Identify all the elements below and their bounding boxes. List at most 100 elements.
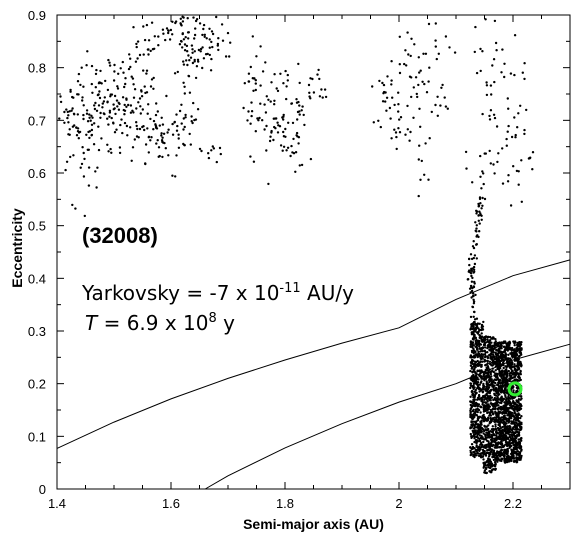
scatter-point [428,137,431,140]
scatter-point [497,368,501,371]
scatter-point [514,371,517,374]
scatter-point [129,126,132,129]
scatter-point [515,404,518,407]
scatter-point [520,426,523,430]
scatter-point [488,458,491,461]
scatter-point [97,93,100,96]
scatter-point [515,390,518,394]
scatter-point [478,383,481,386]
scatter-point [475,338,478,342]
scatter-point [472,265,476,269]
scatter-point [489,84,493,87]
scatter-point [418,71,421,74]
scatter-point [243,82,246,85]
scatter-point [498,421,501,424]
scatter-point [503,414,506,417]
scatter-point [507,443,511,446]
scatter-point [276,121,279,124]
scatter-point [467,257,471,261]
scatter-point [504,410,508,413]
scatter-point [298,113,301,116]
scatter-point [124,82,127,86]
scatter-point [143,38,147,42]
scatter-point [297,62,300,66]
scatter-point [500,397,504,400]
scatter-point [508,343,511,346]
scatter-point [95,68,98,72]
scatter-point [247,72,251,75]
scatter-point [475,432,478,435]
scatter-point [502,361,505,364]
scatter-point [478,230,481,233]
scatter-point [186,17,189,20]
scatter-point [195,65,199,68]
scatter-point [472,310,476,314]
scatter-point [79,166,82,169]
scatter-point [128,53,131,56]
scatter-point [472,355,475,358]
scatter-point [519,351,522,354]
scatter-point [498,452,502,456]
scatter-point [186,50,189,53]
scatter-point [300,109,303,112]
scatter-point [107,123,110,126]
scatter-point [265,95,268,98]
scatter-point [477,378,480,381]
scatter-point [90,64,94,68]
scatter-point [109,147,112,151]
scatter-point [106,143,109,146]
scatter-point [477,361,481,364]
scatter-point [471,429,474,432]
scatter-point [279,72,282,76]
scatter-point [308,91,311,95]
scatter-point [493,392,496,395]
scatter-point [502,370,506,373]
scatter-point [282,135,286,138]
scatter-point [504,432,508,435]
scatter-point [494,346,497,349]
scatter-point [503,421,506,424]
scatter-point [194,19,198,23]
scatter-point [505,345,508,348]
scatter-point [495,389,498,392]
scatter-point [484,372,488,375]
scatter-point [493,116,497,120]
scatter-point [471,423,475,426]
scatter-point [480,420,483,423]
scatter-point [423,173,426,176]
scatter-point [503,391,506,394]
scatter-point [512,389,515,392]
scatter-point [492,113,496,117]
scatter-point [474,360,478,364]
scatter-point [474,391,477,394]
scatter-point [470,435,473,438]
scatter-point [418,144,421,147]
scatter-point [471,181,474,184]
scatter-point [483,346,487,349]
scatter-point [478,342,481,346]
scatter-point [269,135,272,138]
scatter-point [66,116,69,120]
scatter-point [210,30,214,33]
scatter-point [194,27,197,30]
scatter-point [286,79,289,82]
scatter-point [147,48,150,51]
scatter-point [472,302,476,305]
scatter-point [471,325,474,328]
scatter-point [202,27,205,31]
scatter-point [296,118,299,121]
scatter-point [316,73,319,76]
scatter-point [189,143,192,146]
scatter-point [395,135,398,139]
scatter-point [69,155,72,159]
scatter-point [519,361,522,364]
scatter-point [211,45,214,49]
scatter-point [129,57,132,60]
scatter-point [72,96,75,99]
scatter-point [478,222,481,225]
scatter-point [473,329,476,332]
scatter-point [444,35,448,38]
scatter-point [82,175,86,178]
scatter-point [131,109,134,113]
scatter-point [501,412,504,415]
